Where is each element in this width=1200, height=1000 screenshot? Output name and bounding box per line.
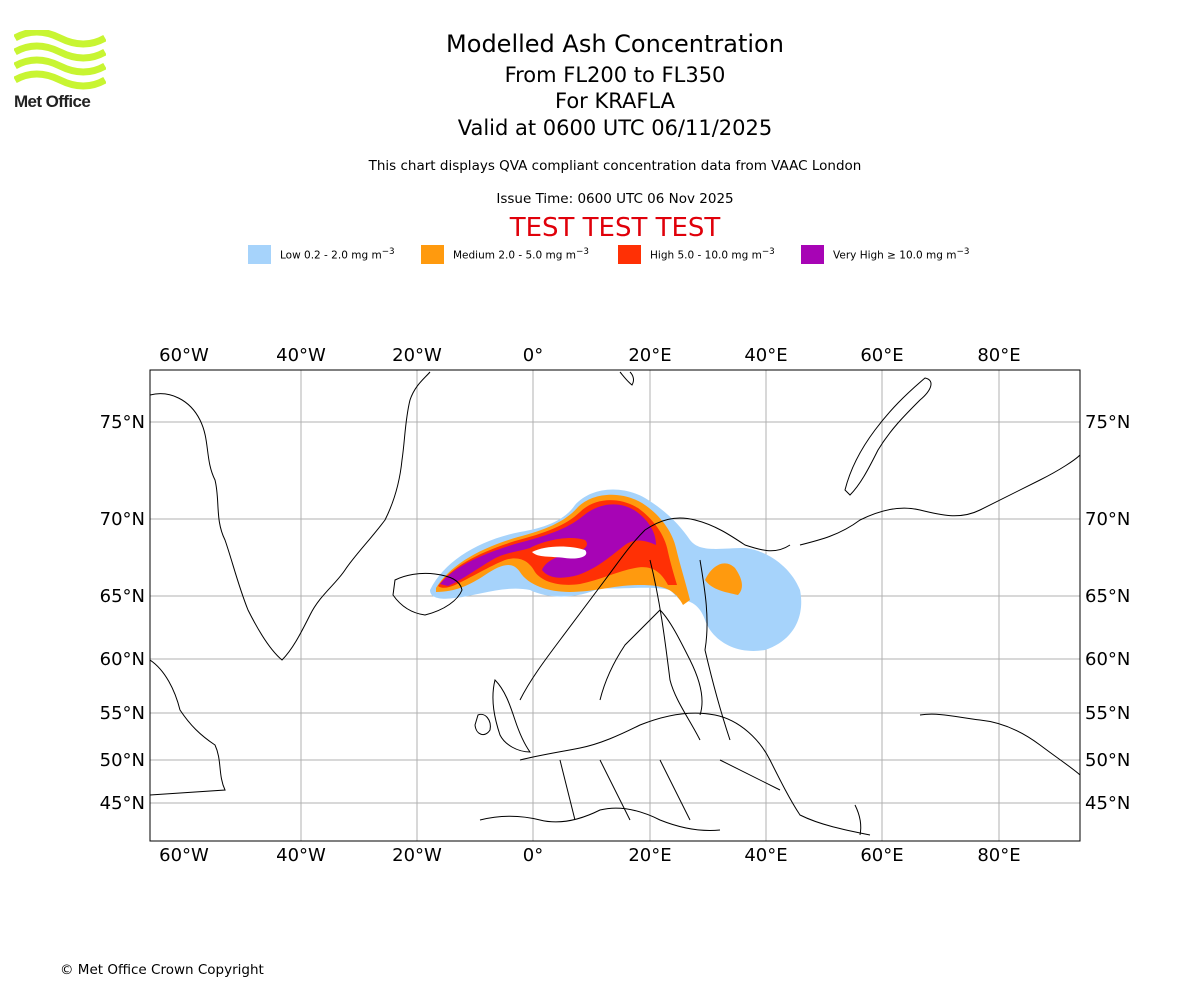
legend-item-medium: Medium 2.0 - 5.0 mg m−3 xyxy=(421,244,589,264)
lat-label: 55°N xyxy=(100,703,145,724)
lat-label: 50°N xyxy=(100,750,145,771)
lon-label: 80°E xyxy=(977,345,1020,366)
lon-label: 0° xyxy=(523,345,543,366)
lon-label: 0° xyxy=(523,845,543,866)
lon-label: 40°W xyxy=(276,845,326,866)
graticule xyxy=(150,370,1080,841)
map-frame xyxy=(149,369,1081,842)
legend-swatch xyxy=(421,244,444,264)
lat-label: 50°N xyxy=(1085,750,1130,771)
met-office-waves-icon xyxy=(13,28,107,90)
lon-label: 20°W xyxy=(392,845,442,866)
lon-label: 40°E xyxy=(744,845,787,866)
lat-label: 75°N xyxy=(1085,412,1130,433)
lat-label: 65°N xyxy=(100,586,145,607)
lon-label: 60°E xyxy=(860,845,903,866)
lon-label: 20°E xyxy=(628,345,671,366)
legend-item-high: High 5.0 - 10.0 mg m−3 xyxy=(618,244,775,264)
logo-text: Met Office xyxy=(14,92,91,111)
met-office-logo: Met Office xyxy=(13,28,107,112)
legend-label: Medium 2.0 - 5.0 mg m−3 xyxy=(453,246,589,262)
copyright: © Met Office Crown Copyright xyxy=(60,962,264,978)
lat-label: 60°N xyxy=(1085,649,1130,670)
lon-label: 20°W xyxy=(392,345,442,366)
lon-labels-top: 60°W 40°W 20°W 0° 20°E 40°E 60°E 80°E xyxy=(159,345,1020,366)
lat-label: 70°N xyxy=(100,509,145,530)
legend-item-low: Low 0.2 - 2.0 mg m−3 xyxy=(248,244,395,264)
legend-item-very-high: Very High ≥ 10.0 mg m−3 xyxy=(801,244,969,264)
lat-label: 45°N xyxy=(100,793,145,814)
issue-time: Issue Time: 0600 UTC 06 Nov 2025 xyxy=(496,191,734,207)
lat-label: 70°N xyxy=(1085,509,1130,530)
legend-label: Low 0.2 - 2.0 mg m−3 xyxy=(280,246,395,262)
flight-levels: From FL200 to FL350 xyxy=(504,63,726,87)
legend-label: High 5.0 - 10.0 mg m−3 xyxy=(650,246,775,262)
lat-label: 55°N xyxy=(1085,703,1130,724)
coastlines xyxy=(150,371,1080,836)
lon-label: 20°E xyxy=(628,845,671,866)
ash-very-high-area xyxy=(440,504,656,586)
lon-label: 60°E xyxy=(860,345,903,366)
lon-label: 40°E xyxy=(744,345,787,366)
plume-clear-gap xyxy=(532,546,587,559)
legend-swatch xyxy=(801,244,824,264)
lon-label: 60°W xyxy=(159,345,209,366)
valid-time: Valid at 0600 UTC 06/11/2025 xyxy=(457,116,773,140)
lat-labels-right: 75°N 70°N 65°N 60°N 55°N 50°N 45°N xyxy=(1085,412,1130,814)
lon-label: 80°E xyxy=(977,845,1020,866)
lon-label: 40°W xyxy=(276,345,326,366)
lat-label: 45°N xyxy=(1085,793,1130,814)
chart-title: Modelled Ash Concentration xyxy=(446,30,784,58)
chart-description: This chart displays QVA compliant concen… xyxy=(368,158,862,174)
lat-label: 65°N xyxy=(1085,586,1130,607)
test-banner: TEST TEST TEST xyxy=(509,213,721,243)
lon-label: 60°W xyxy=(159,845,209,866)
legend-label: Very High ≥ 10.0 mg m−3 xyxy=(833,246,970,262)
legend-swatch xyxy=(248,244,271,264)
lon-labels-bottom: 60°W 40°W 20°W 0° 20°E 40°E 60°E 80°E xyxy=(159,845,1020,866)
lat-label: 75°N xyxy=(100,412,145,433)
lat-labels-left: 75°N 70°N 65°N 60°N 55°N 50°N 45°N xyxy=(100,412,145,814)
legend-swatch xyxy=(618,244,641,264)
lat-label: 60°N xyxy=(100,649,145,670)
volcano-name: For KRAFLA xyxy=(555,89,675,113)
